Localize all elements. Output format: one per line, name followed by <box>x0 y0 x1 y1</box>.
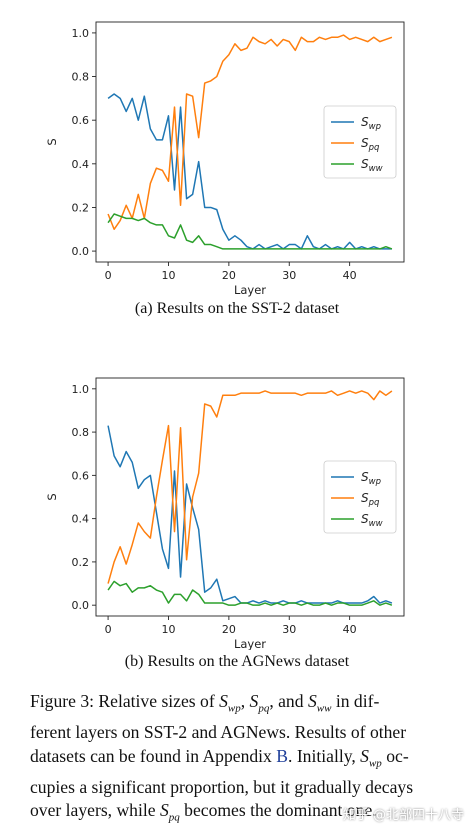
series-line-ww <box>107 580 393 606</box>
x-tick-label: 40 <box>343 623 357 636</box>
y-tick-label: 0.0 <box>72 245 90 258</box>
legend-label-wp: Swp <box>361 470 381 487</box>
watermark: 知乎 @北部四十八寺 <box>342 808 464 823</box>
figure-caption: Figure 3: Relative sizes of Swp, Spq, an… <box>30 690 462 830</box>
caption-line-5: over layers, while Spq becomes the domin… <box>30 800 377 824</box>
legend-box <box>323 105 397 179</box>
series-line-ww <box>107 213 393 250</box>
x-tick-label: 20 <box>222 269 236 282</box>
subcaption-a: (a) Results on the SST-2 dataset <box>134 300 340 317</box>
y-tick-label: 1.0 <box>72 383 90 396</box>
legend-box <box>323 460 397 534</box>
y-tick-label: 0.2 <box>72 201 90 214</box>
appendix-link[interactable]: B <box>276 745 289 766</box>
legend-label-ww: Sww <box>361 157 383 174</box>
y-tick-label: 0.0 <box>72 599 90 612</box>
x-tick-label: 10 <box>161 623 175 636</box>
legend-label-ww: Sww <box>361 512 383 529</box>
legend: Swp Spq Sww <box>323 460 397 534</box>
x-tick-label: 0 <box>105 623 112 636</box>
figure-panel-b: 0.0 0.2 0.4 0.6 0.8 1.0 0 10 20 30 40 Layer S Swp Spq S… <box>0 370 474 685</box>
subcaption-b: (b) Results on the AGNews dataset <box>124 653 350 670</box>
series-line-pq <box>107 34 393 231</box>
y-tick-label: 0.2 <box>72 556 90 569</box>
caption-line-3: datasets can be found in Appendix B. Ini… <box>30 745 409 770</box>
y-tick-label: 0.8 <box>72 71 90 84</box>
legend-label-wp: Swp <box>361 115 381 132</box>
x-axis-label: Layer <box>234 637 266 650</box>
axes-frame <box>95 377 405 617</box>
series-line-pq <box>107 390 393 584</box>
series-line-wp <box>107 93 392 250</box>
legend-label-pq: Spq <box>361 136 380 153</box>
y-axis-label: S <box>45 493 59 500</box>
x-axis-label: Layer <box>234 283 266 297</box>
y-tick-label: 0.4 <box>72 158 90 171</box>
y-tick-label: 0.6 <box>72 114 90 127</box>
chart-sst2: 0.00.20.40.60.81.00 10 20 30 40LayerSSwpSpqS… <box>45 21 405 297</box>
y-tick-label: 0.4 <box>72 513 90 526</box>
y-tick-label: 0.8 <box>72 426 90 439</box>
x-tick-label: 40 <box>343 269 357 282</box>
legend: Swp Spq Sww <box>323 105 397 179</box>
x-tick-label: 0 <box>105 269 112 282</box>
legend-label-pq: Spq <box>361 491 380 508</box>
caption-line-2: ferent layers on SST-2 and AGNews. Resul… <box>30 722 407 743</box>
y-axis-label: S <box>45 138 59 145</box>
y-tick-label: 0.6 <box>72 469 90 482</box>
caption-line-4: cupies a significant proportion, but it … <box>30 776 414 797</box>
axes-frame <box>95 21 405 263</box>
chart-agnews: 0.00.20.40.60.81.00 10 20 30 40LayerSSwpSpqS… <box>45 377 405 650</box>
x-tick-label: 10 <box>161 269 175 282</box>
caption-line-1: Figure 3: Relative sizes of Swp, Spq, an… <box>30 691 380 715</box>
x-tick-label: 30 <box>282 623 296 636</box>
y-tick-label: 1.0 <box>72 27 90 40</box>
x-tick-label: 30 <box>282 269 296 282</box>
x-tick-label: 20 <box>222 623 236 636</box>
figure-panel-a: 0.0 0.2 0.4 0.6 0.8 1.0 0 10 20 30 40 Layer S Swp Spq S… <box>0 0 474 330</box>
